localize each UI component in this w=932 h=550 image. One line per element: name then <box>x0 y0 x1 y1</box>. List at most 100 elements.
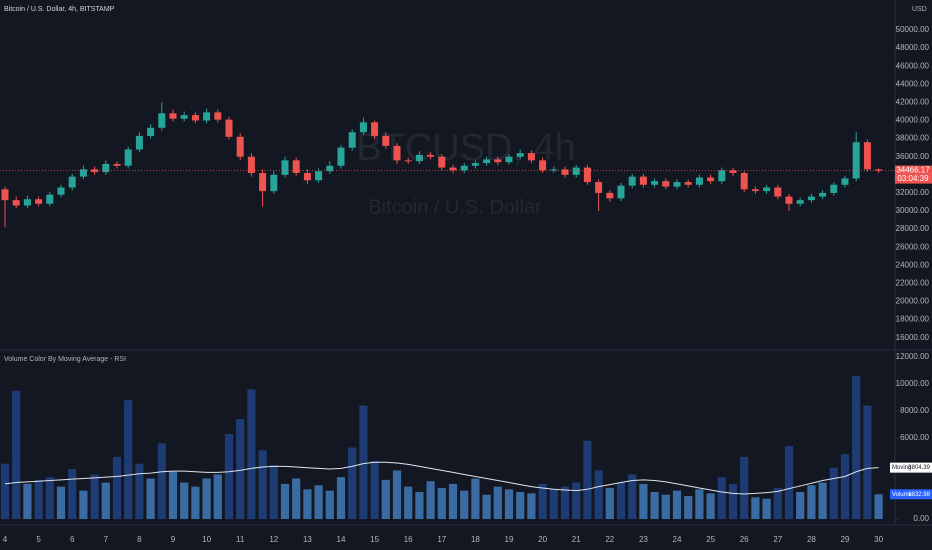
candle-body <box>315 171 323 181</box>
volume-bar <box>549 489 558 519</box>
y-tick-label: 30000.00 <box>896 206 930 215</box>
volume-bar <box>460 490 469 519</box>
volume-bar <box>829 467 838 519</box>
candle-body <box>124 149 132 166</box>
volume-bar <box>426 481 435 519</box>
volume-bar <box>314 485 323 519</box>
volume-bar <box>751 497 760 519</box>
y-tick-label: 24000.00 <box>896 260 930 269</box>
x-tick-label: 19 <box>505 535 514 544</box>
volume-bar <box>684 496 693 519</box>
x-tick-label: 18 <box>471 535 480 544</box>
candle-body <box>751 189 759 192</box>
candle-body <box>203 112 211 121</box>
x-tick-label: 14 <box>337 535 346 544</box>
x-tick-label: 21 <box>572 535 581 544</box>
candle-body <box>863 142 871 170</box>
volume-bar <box>348 447 357 519</box>
candle-body <box>427 154 435 157</box>
volume-bar <box>695 489 704 519</box>
volume-bar <box>202 478 211 519</box>
y-tick-label: 16000.00 <box>896 333 930 342</box>
candle-body <box>225 119 233 137</box>
volume-bar <box>303 489 312 519</box>
y-tick-label: 44000.00 <box>896 79 930 88</box>
y-tick-label: 6000.00 <box>900 433 929 442</box>
y-tick-label: 48000.00 <box>896 43 930 52</box>
x-tick-label: 30 <box>874 535 883 544</box>
candle-body <box>449 167 457 171</box>
y-tick-label: 20000.00 <box>896 297 930 306</box>
candle-body <box>875 169 883 171</box>
candle-body <box>841 178 849 185</box>
x-tick-label: 6 <box>70 535 75 544</box>
candle-body <box>460 165 468 171</box>
volume-bar <box>191 486 200 519</box>
x-tick-label: 5 <box>36 535 41 544</box>
candle-body <box>68 176 76 188</box>
volume-layer <box>0 375 883 519</box>
y-tick-label: 50000.00 <box>896 25 930 34</box>
volume-bar <box>404 486 413 519</box>
x-tick-label: 22 <box>605 535 614 544</box>
candle-body <box>662 181 670 187</box>
candle-body <box>819 192 827 197</box>
candle-body <box>326 165 334 172</box>
volume-bar <box>616 482 626 519</box>
candle-body <box>785 196 793 204</box>
volume-bar <box>818 482 827 519</box>
volume-bar <box>247 389 256 519</box>
x-tick-label: 20 <box>538 535 547 544</box>
y-tick-label: 18000.00 <box>896 315 930 324</box>
volume-bar <box>717 477 726 519</box>
y-tick-label: 12000.00 <box>896 352 930 361</box>
candle-body <box>516 153 524 157</box>
candle-body <box>505 156 513 163</box>
volume-bar <box>23 483 32 519</box>
candle-body <box>718 170 726 182</box>
x-tick-label: 29 <box>841 535 850 544</box>
volume-bar <box>482 494 491 519</box>
series-tag-value: 3804.39 <box>908 465 930 471</box>
candle-body <box>494 159 502 163</box>
volume-bar <box>728 483 738 519</box>
candle-body <box>259 173 267 192</box>
x-tick-label: 10 <box>202 535 211 544</box>
y-tick-label: 46000.00 <box>896 61 930 70</box>
candle-body <box>763 187 771 192</box>
candle-body <box>561 169 569 175</box>
volume-bar <box>146 478 155 519</box>
candle-body <box>169 113 177 119</box>
volume-bar <box>493 486 502 519</box>
series-tag <box>890 462 932 473</box>
candle-body <box>135 135 143 150</box>
candle-body <box>180 115 188 119</box>
volume-bar <box>706 493 715 519</box>
volume-bar <box>0 463 10 519</box>
y-tick-label: 8000.00 <box>900 406 929 415</box>
candle-body <box>303 173 311 181</box>
candle-body <box>830 184 838 193</box>
candle-body <box>595 182 603 193</box>
candle-body <box>382 135 390 146</box>
x-tick-label: 26 <box>740 535 749 544</box>
candle-body <box>796 200 804 204</box>
volume-bar <box>34 479 43 519</box>
series-tag <box>890 489 932 500</box>
volume-bar <box>280 483 290 519</box>
candle-body <box>583 167 591 183</box>
volume-bar <box>448 483 458 519</box>
volume-bar <box>90 474 99 519</box>
candle-body <box>337 147 345 166</box>
volume-bar <box>661 494 670 519</box>
candle-body <box>102 163 110 173</box>
candle-body <box>91 169 99 173</box>
volume-bar <box>583 440 592 519</box>
volume-bar <box>79 490 88 519</box>
y-tick-label: 40000.00 <box>896 116 930 125</box>
y-tick-label: 0.00 <box>913 514 929 523</box>
x-tick-label: 12 <box>269 535 278 544</box>
volume-bar <box>504 489 514 519</box>
